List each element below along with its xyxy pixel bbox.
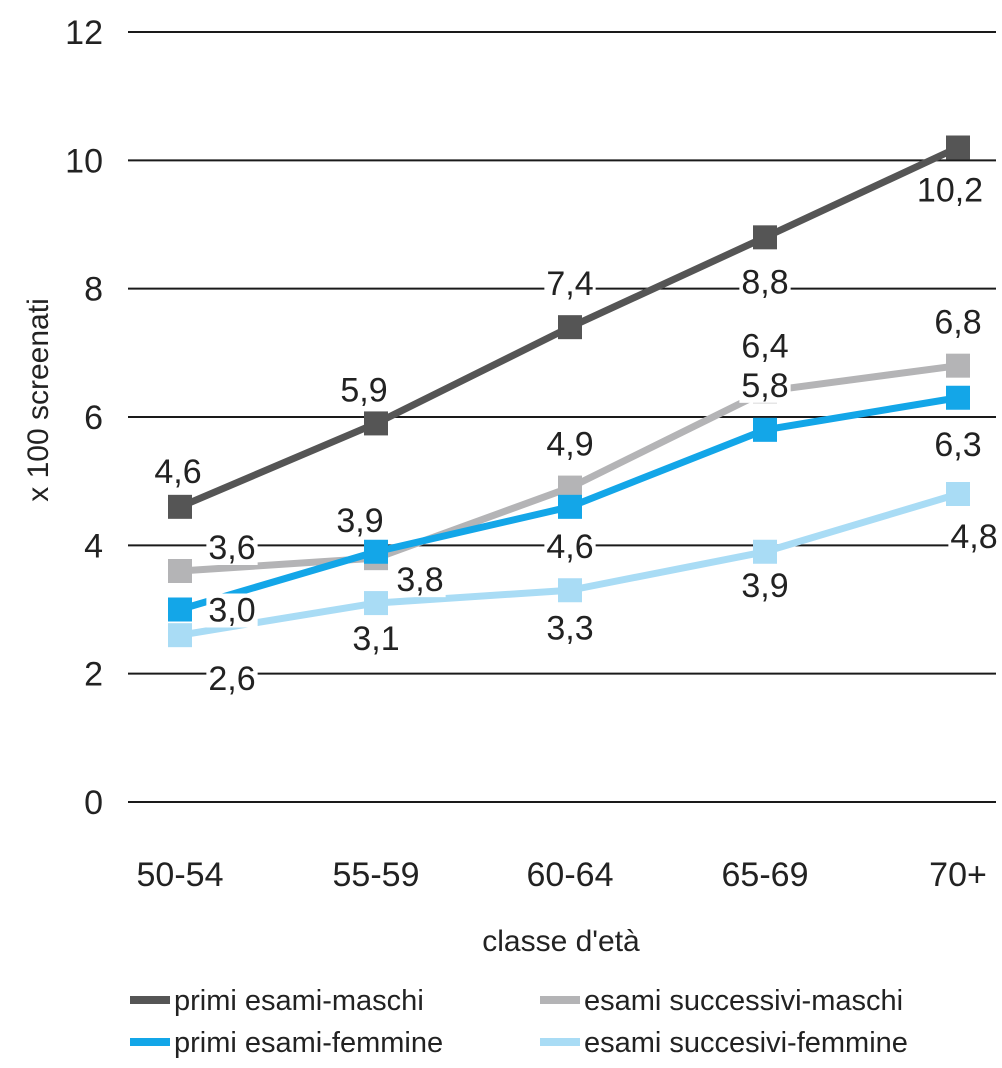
y-tick-label: 0 xyxy=(84,784,103,822)
data-label: 5,8 xyxy=(741,367,788,405)
data-label-background xyxy=(739,329,791,364)
data-label: 6,4 xyxy=(741,327,788,365)
data-label: 3,0 xyxy=(208,592,255,630)
data-label-background xyxy=(544,529,596,564)
data-label-background xyxy=(544,427,596,462)
data-label-background xyxy=(932,305,984,340)
data-point xyxy=(946,482,970,506)
data-label-background xyxy=(544,267,596,302)
data-label: 3,3 xyxy=(546,609,593,647)
x-tick-label: 65-69 xyxy=(722,856,809,894)
data-label: 3,6 xyxy=(208,529,255,567)
data-point xyxy=(753,225,777,250)
data-label-background xyxy=(334,503,386,538)
data-point xyxy=(946,135,970,160)
legend-label: esami successivi-maschi xyxy=(584,985,903,1017)
x-tick-label: 60-64 xyxy=(527,856,614,894)
data-point xyxy=(558,315,582,340)
data-point xyxy=(946,385,970,410)
data-label-background xyxy=(394,563,446,598)
data-label: 6,3 xyxy=(934,426,981,464)
data-point xyxy=(364,411,388,436)
x-axis-title: classe d'età xyxy=(482,925,640,958)
data-label-background xyxy=(948,520,1000,554)
data-point xyxy=(558,494,582,519)
data-label-background xyxy=(544,611,596,646)
data-label-background xyxy=(914,173,986,208)
x-tick-label: 70+ xyxy=(929,856,987,894)
data-label: 10,2 xyxy=(917,172,983,210)
data-point xyxy=(946,353,970,378)
series-markers xyxy=(168,135,970,648)
data-label: 8,8 xyxy=(741,263,788,301)
data-point xyxy=(364,539,388,564)
y-axis-title: x 100 screenati xyxy=(22,298,55,501)
data-point xyxy=(753,539,777,564)
x-axis-ticks: 50-54 55-59 60-64 65-69 70+ xyxy=(137,856,987,894)
y-tick-label: 4 xyxy=(84,527,103,565)
y-tick-label: 8 xyxy=(84,271,103,309)
y-axis-ticks: 0 2 4 6 8 10 12 xyxy=(65,14,103,822)
legend-label: primi esami-femmine xyxy=(174,1027,443,1059)
data-point xyxy=(168,494,192,519)
data-point xyxy=(168,597,192,622)
data-point xyxy=(168,623,192,648)
data-label: 6,8 xyxy=(934,304,981,342)
gridlines xyxy=(128,31,996,803)
y-tick-label: 2 xyxy=(84,656,103,694)
data-point xyxy=(168,559,192,583)
y-tick-label: 6 xyxy=(84,399,103,437)
y-tick-label: 10 xyxy=(65,142,103,180)
data-label: 4,6 xyxy=(546,528,593,566)
data-label-background xyxy=(932,427,984,462)
data-label-background xyxy=(338,373,390,408)
data-label-background xyxy=(206,593,258,628)
data-label-background xyxy=(152,454,204,489)
data-label: 4,6 xyxy=(154,453,201,491)
data-label-background xyxy=(350,622,402,657)
data-label: 3,9 xyxy=(741,567,788,605)
legend-label: esami succesivi-femmine xyxy=(584,1027,908,1059)
data-labels: 4,6 5,9 7,4 8,8 10,2 3,6 3,8 4,9 6,4 6,8 3,0 3,9 4,6… xyxy=(152,172,1000,698)
data-point xyxy=(753,417,777,442)
data-label: 3,8 xyxy=(396,561,443,599)
x-tick-label: 55-59 xyxy=(333,856,420,894)
data-label: 2,6 xyxy=(208,660,255,698)
data-label: 7,4 xyxy=(546,265,593,303)
data-label: 3,1 xyxy=(352,620,399,658)
data-label: 5,9 xyxy=(340,371,387,409)
data-label: 4,8 xyxy=(950,518,997,556)
data-label-background xyxy=(206,662,258,697)
data-label-background xyxy=(739,265,791,300)
data-point xyxy=(558,578,582,603)
legend-label: primi esami-maschi xyxy=(174,985,424,1017)
legend: primi esami-maschi esami successivi-masch… xyxy=(130,985,908,1059)
y-tick-label: 12 xyxy=(65,14,103,52)
data-label-background xyxy=(739,368,791,403)
data-label-background xyxy=(206,531,258,565)
data-label-background xyxy=(739,568,791,603)
data-label: 3,9 xyxy=(336,502,383,540)
data-label: 4,9 xyxy=(546,426,593,464)
x-tick-label: 50-54 xyxy=(137,856,224,894)
data-point xyxy=(364,591,388,616)
